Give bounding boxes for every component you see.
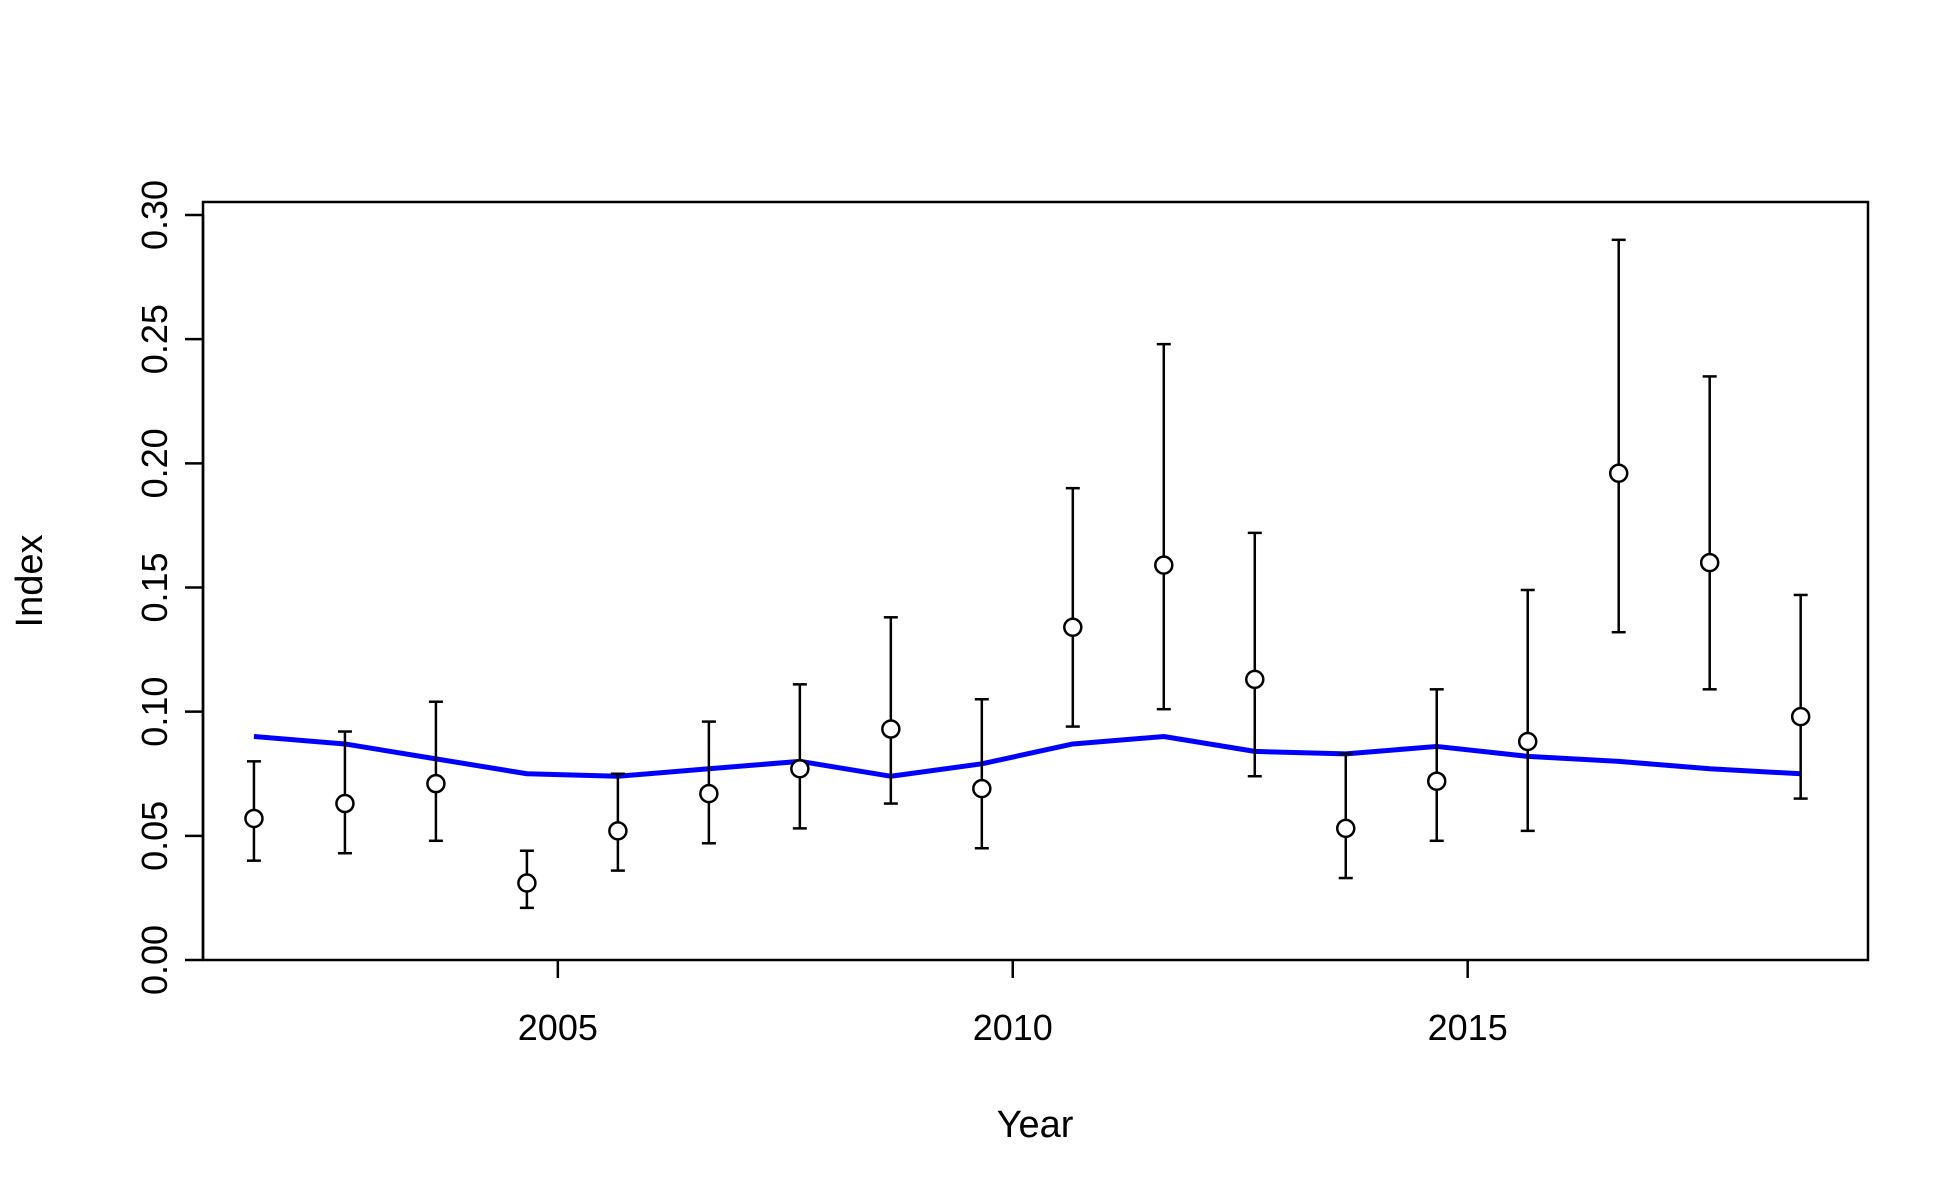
point-layer	[244, 463, 1811, 893]
y-axis-title: Index	[9, 535, 51, 628]
data-point	[699, 783, 719, 804]
y-tick-label: 0.20	[134, 428, 175, 498]
fit-line	[253, 734, 1801, 779]
errorbar-layer	[246, 238, 1808, 910]
data-point	[972, 778, 992, 799]
data-point	[517, 873, 537, 893]
x-axis: 2005 2010 2015	[518, 960, 1508, 1048]
data-point	[1790, 706, 1811, 727]
x-tick-label: 2010	[973, 1007, 1053, 1048]
data-point	[426, 773, 446, 794]
data-point	[1426, 771, 1447, 791]
data-point	[790, 759, 810, 779]
data-point	[881, 719, 901, 739]
y-tick-label: 0.05	[134, 801, 175, 871]
y-tick-label: 0.00	[134, 925, 175, 995]
fit-line-layer	[253, 734, 1801, 779]
x-tick-label: 2005	[518, 1007, 598, 1048]
x-tick-label: 2015	[1428, 1007, 1508, 1048]
y-axis: 0.00 0.05 0.10 0.15 0.20 0.25 0.30	[134, 180, 205, 995]
data-point	[244, 808, 264, 829]
data-point	[608, 821, 628, 841]
y-tick-label: 0.25	[134, 304, 175, 374]
data-point	[1517, 731, 1538, 752]
data-point	[1154, 555, 1174, 575]
y-tick-label: 0.10	[134, 677, 175, 747]
y-tick-label: 0.15	[134, 552, 175, 622]
data-point	[1063, 617, 1083, 637]
data-point	[1608, 463, 1629, 484]
x-axis-title: Year	[997, 1104, 1074, 1146]
data-point	[1336, 818, 1356, 839]
data-point	[1245, 669, 1265, 690]
data-point	[335, 793, 355, 814]
y-tick-label: 0.30	[134, 180, 175, 250]
data-point	[1699, 552, 1720, 573]
